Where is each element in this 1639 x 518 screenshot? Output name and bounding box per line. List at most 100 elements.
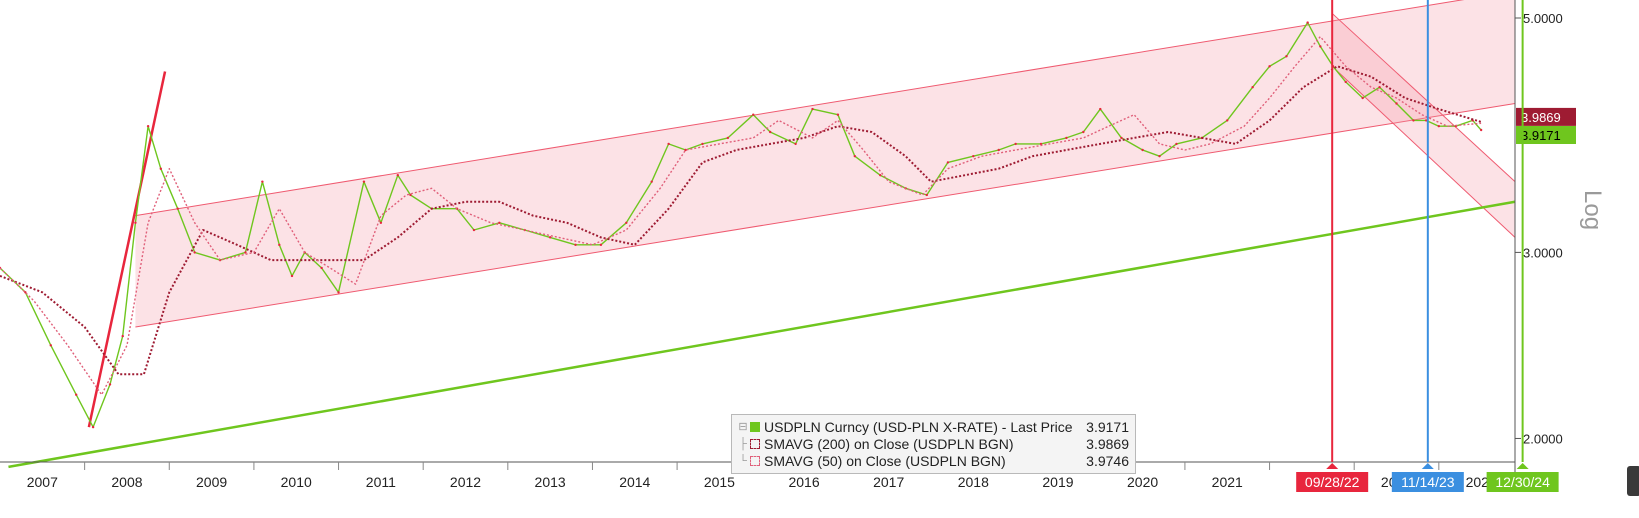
- x-tick-label: 2021: [1212, 474, 1243, 490]
- price-point: [599, 243, 603, 247]
- price-point: [701, 142, 704, 146]
- price-point: [108, 383, 112, 386]
- price-point: [74, 393, 78, 396]
- price-point: [1099, 107, 1102, 111]
- tree-branch-icon: └: [739, 454, 747, 467]
- marker-date-tag: [1486, 472, 1559, 492]
- price-point: [1158, 154, 1161, 158]
- price-point: [1141, 148, 1144, 152]
- price-point: [1082, 130, 1085, 134]
- last-price-tag: [1516, 107, 1576, 126]
- price-point: [1344, 80, 1347, 84]
- legend-value: 3.9869: [1086, 435, 1129, 452]
- up-channel-upper-line: [135, 0, 1465, 217]
- price-point: [278, 243, 281, 247]
- up-channel-lower-line: [135, 103, 1516, 328]
- price-point: [925, 193, 928, 197]
- series-line-2: [0, 36, 1482, 396]
- price-point: [650, 180, 653, 183]
- price-point: [794, 142, 797, 146]
- price-point: [997, 148, 1000, 152]
- channel-layer: [135, 0, 1516, 328]
- up-channel-fill: [135, 0, 1515, 327]
- last-price-label: 3.9869: [1521, 110, 1561, 125]
- price-point: [362, 180, 366, 183]
- x-tick-label: 2010: [281, 474, 312, 490]
- legend-swatch-smavg50: [750, 455, 760, 466]
- price-point: [146, 124, 150, 128]
- price-point: [320, 266, 323, 270]
- price-point: [836, 113, 840, 116]
- legend-value: 3.9746: [1086, 452, 1129, 469]
- vertical-marker-layer: 09/28/22 11/14/23 12/30/24: [1296, 0, 1559, 492]
- legend-swatch-smavg200: [750, 438, 760, 449]
- legend-label: SMAVG (50) on Close (USDPLN BGN): [764, 452, 1006, 469]
- marker-date-tag: [1296, 472, 1369, 492]
- price-point: [1361, 96, 1364, 100]
- x-tick-label: 2007: [27, 474, 58, 490]
- price-point: [159, 167, 163, 170]
- legend-value: 3.9171: [1086, 418, 1129, 435]
- x-tick-label: 2020: [1127, 474, 1158, 490]
- marker-date-tag: [1391, 472, 1464, 492]
- price-point: [574, 243, 577, 247]
- trendline-layer: [8, 71, 1516, 469]
- legend-item-smavg200: ├ SMAVG (200) on Close (USDPLN BGN) 3.98…: [738, 435, 1129, 452]
- price-point: [379, 221, 383, 224]
- price-point: [768, 130, 772, 134]
- marker-date-label: 11/14/23: [1401, 474, 1455, 490]
- price-point: [134, 221, 137, 224]
- y-tick-label: 2.0000: [1523, 431, 1563, 446]
- price-point: [121, 334, 124, 338]
- price-point: [811, 107, 814, 111]
- last-price-label: 3.9171: [1521, 128, 1561, 143]
- price-point: [548, 236, 552, 239]
- price-point: [193, 251, 196, 254]
- long-support-trendline: [8, 200, 1516, 469]
- price-point: [1014, 142, 1017, 146]
- price-point: [1424, 119, 1428, 122]
- x-tick-label: 2014: [619, 474, 650, 490]
- price-point: [1226, 119, 1229, 122]
- legend-item-price: ⊟ USDPLN Curncy (USD-PLN X-RATE) - Last …: [738, 418, 1129, 435]
- price-point: [1412, 119, 1415, 122]
- price-point: [1120, 136, 1123, 140]
- price-point: [290, 274, 294, 278]
- marker-arrow: [1421, 463, 1434, 469]
- legend-label: USDPLN Curncy (USD-PLN X-RATE) - Last Pr…: [764, 418, 1073, 435]
- price-point: [1039, 142, 1043, 146]
- price-point: [1306, 21, 1309, 24]
- price-point: [1437, 124, 1441, 128]
- legend[interactable]: ⊟ USDPLN Curncy (USD-PLN X-RATE) - Last …: [731, 414, 1136, 474]
- y-tick-label: 5.0000: [1523, 11, 1563, 26]
- price-point: [472, 228, 476, 232]
- price-point: [261, 180, 264, 183]
- x-tick-label: 2011: [366, 474, 396, 490]
- price-point: [684, 148, 687, 152]
- tree-branch-icon: ├: [739, 437, 747, 450]
- tree-collapse-icon[interactable]: ⊟: [738, 421, 748, 433]
- price-point: [879, 173, 882, 177]
- scroll-right-button[interactable]: [1627, 466, 1639, 496]
- price-point: [337, 291, 340, 294]
- price-point: [946, 161, 950, 164]
- x-tick-label: 2008: [111, 474, 142, 490]
- price-point: [726, 136, 730, 140]
- marker-date-label: 12/30/24: [1495, 474, 1550, 490]
- axes-layer: 2007 2008 2009 2010 2011 2012 2013 2014 2015 2016…: [0, 0, 1576, 490]
- price-point: [752, 113, 755, 116]
- price-point: [91, 425, 95, 429]
- x-tick-label: 2013: [535, 474, 566, 490]
- price-point: [49, 344, 52, 347]
- price-point: [1251, 86, 1254, 89]
- price-point: [1065, 136, 1068, 140]
- x-tick-label: 2016: [788, 474, 819, 490]
- price-point: [409, 193, 412, 197]
- y-scale-label: Log: [1579, 190, 1606, 231]
- price-point: [176, 207, 179, 210]
- x-tick-label: 2015: [704, 474, 735, 490]
- price-point: [244, 251, 247, 254]
- price-point: [1319, 45, 1322, 48]
- down-channel-fill: [1332, 13, 1515, 238]
- price-point: [972, 154, 975, 158]
